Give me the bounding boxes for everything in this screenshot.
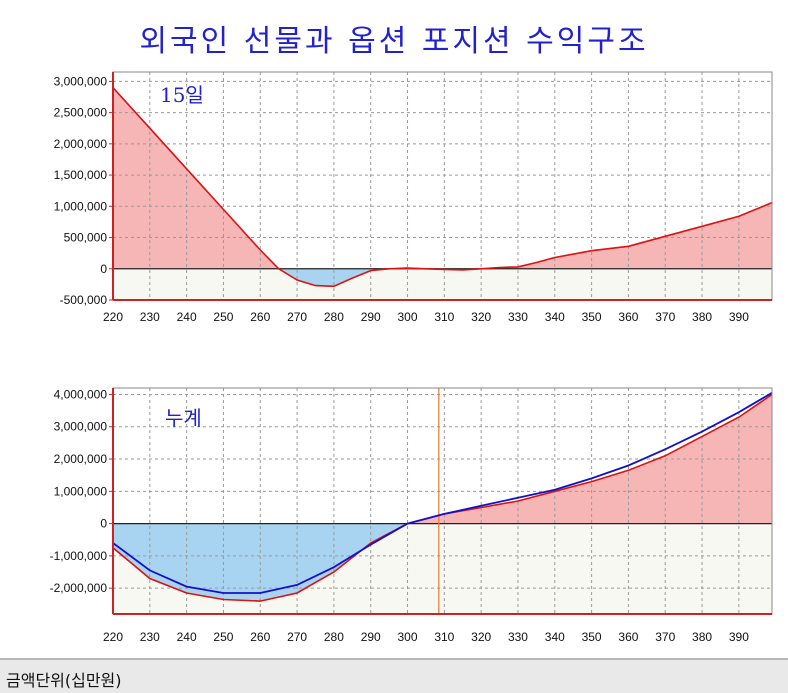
x-tick-label: 310 xyxy=(434,630,454,644)
y-tick-label: -500,000 xyxy=(60,293,108,307)
area-positive xyxy=(113,87,772,269)
x-tick-label: 370 xyxy=(655,310,675,324)
x-tick-label: 240 xyxy=(177,310,197,324)
y-tick-label: 2,500,000 xyxy=(54,106,108,120)
y-tick-label: 1,000,000 xyxy=(54,484,108,498)
x-tick-label: 340 xyxy=(545,630,565,644)
y-tick-label: 2,000,000 xyxy=(54,137,108,151)
x-tick-label: 370 xyxy=(655,630,675,644)
x-tick-label: 230 xyxy=(140,630,160,644)
y-tick-label: 0 xyxy=(100,262,107,276)
panel-label: 누계 xyxy=(165,406,202,430)
y-tick-label: 3,000,000 xyxy=(54,420,108,434)
area-negative xyxy=(113,523,772,602)
y-tick-label: 1,500,000 xyxy=(54,168,108,182)
x-tick-label: 240 xyxy=(177,630,197,644)
x-tick-label: 260 xyxy=(250,310,270,324)
panel-label: 15일 xyxy=(160,83,204,107)
x-tick-label: 280 xyxy=(324,310,344,324)
y-tick-label: 500,000 xyxy=(64,231,108,245)
x-tick-label: 290 xyxy=(361,310,381,324)
y-tick-label: 0 xyxy=(100,517,107,531)
x-tick-label: 330 xyxy=(508,630,528,644)
x-tick-label: 300 xyxy=(398,310,418,324)
y-tick-label: -2,000,000 xyxy=(50,581,108,595)
y-tick-label: 1,000,000 xyxy=(54,199,108,213)
x-tick-label: 320 xyxy=(471,630,491,644)
chart-panel-1: -500,000 0 500,000 1,000,000 1,500,000 2,000,… xyxy=(54,71,773,324)
x-tick-label: 270 xyxy=(287,630,307,644)
x-tick-label: 250 xyxy=(213,310,233,324)
x-tick-label: 340 xyxy=(545,310,565,324)
page-title: 외국인 선물과 옵션 포지션 수익구조 xyxy=(139,24,649,59)
x-tick-label: 220 xyxy=(103,630,123,644)
x-tick-label: 330 xyxy=(508,310,528,324)
x-tick-label: 230 xyxy=(140,310,160,324)
area-negative xyxy=(278,268,482,287)
y-tick-label: 4,000,000 xyxy=(54,387,108,401)
x-tick-label: 390 xyxy=(729,310,749,324)
x-tick-label: 270 xyxy=(287,310,307,324)
y-tick-label: -1,000,000 xyxy=(50,549,108,563)
chart-canvas: -500,000 0 500,000 1,000,000 1,500,000 2,000,… xyxy=(50,71,773,644)
x-tick-label: 300 xyxy=(398,630,418,644)
y-tick-label: 2,000,000 xyxy=(54,452,108,466)
x-tick-label: 280 xyxy=(324,630,344,644)
x-tick-label: 380 xyxy=(692,630,712,644)
series-line-1 xyxy=(113,87,772,288)
x-tick-label: 290 xyxy=(361,630,381,644)
x-tick-label: 380 xyxy=(692,310,712,324)
x-tick-label: 390 xyxy=(729,630,749,644)
chart-panel-2: -2,000,000 -1,000,000 0 1,000,000 2,000,000 3… xyxy=(50,387,773,644)
x-tick-label: 310 xyxy=(434,310,454,324)
y-tick-label: 3,000,000 xyxy=(54,74,108,88)
x-tick-label: 260 xyxy=(250,630,270,644)
x-tick-label: 360 xyxy=(618,310,638,324)
x-tick-label: 350 xyxy=(582,630,602,644)
unit-label: 금액단위(십만원) xyxy=(6,671,122,690)
x-tick-label: 320 xyxy=(471,310,491,324)
plot-area-below-zero xyxy=(113,268,772,300)
status-bar: 금액단위(십만원) xyxy=(0,658,788,693)
x-tick-label: 220 xyxy=(103,310,123,324)
x-tick-label: 250 xyxy=(213,630,233,644)
series-line-2 xyxy=(113,392,772,594)
x-tick-label: 350 xyxy=(582,310,602,324)
x-tick-label: 360 xyxy=(618,630,638,644)
